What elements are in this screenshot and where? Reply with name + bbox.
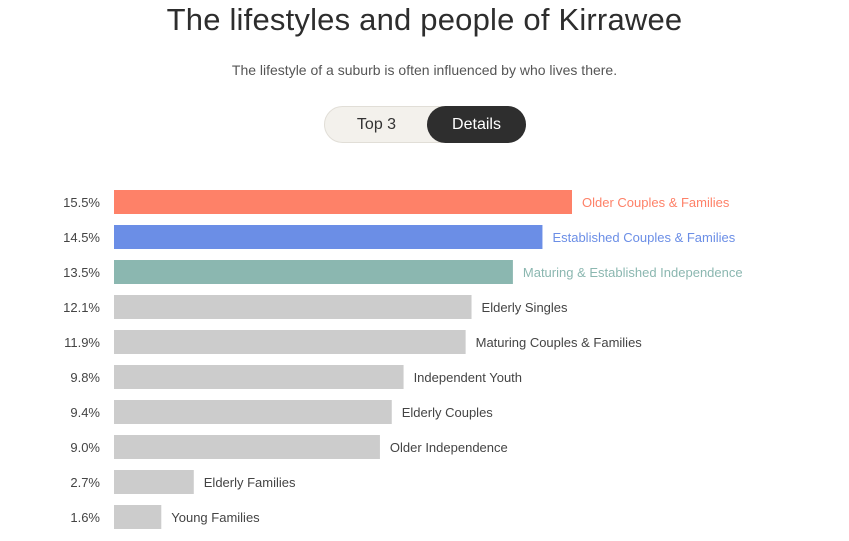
bar[interactable]	[114, 330, 466, 354]
value-label: 1.6%	[70, 510, 100, 525]
category-label: Older Couples & Families	[582, 195, 730, 210]
bar[interactable]	[114, 190, 572, 214]
category-label: Independent Youth	[414, 370, 522, 385]
value-label: 9.4%	[70, 405, 100, 420]
category-label: Maturing Couples & Families	[476, 335, 643, 350]
category-label: Young Families	[171, 510, 260, 525]
category-label: Older Independence	[390, 440, 508, 455]
category-label: Elderly Couples	[402, 405, 494, 420]
category-label: Maturing & Established Independence	[523, 265, 743, 280]
bar[interactable]	[114, 505, 162, 529]
bar[interactable]	[114, 435, 380, 459]
bar[interactable]	[114, 260, 513, 284]
bar[interactable]	[114, 470, 194, 494]
page-subtitle: The lifestyle of a suburb is often influ…	[231, 62, 618, 78]
value-label: 15.5%	[63, 195, 100, 210]
value-label: 13.5%	[63, 265, 100, 280]
value-label: 12.1%	[63, 300, 100, 315]
bar[interactable]	[114, 295, 472, 319]
toggle-details-button[interactable]: Details	[427, 106, 526, 143]
toggle-top3-button[interactable]: Top 3	[356, 116, 397, 133]
value-label: 11.9%	[64, 335, 100, 350]
category-label: Elderly Singles	[482, 300, 568, 315]
category-label: Elderly Families	[204, 475, 296, 490]
value-label: 9.0%	[70, 440, 100, 455]
value-label: 2.7%	[70, 475, 100, 490]
bar[interactable]	[114, 365, 404, 389]
value-label: 9.8%	[70, 370, 100, 385]
value-label: 14.5%	[63, 230, 100, 245]
view-toggle: Top 3 Details	[324, 106, 526, 143]
bar[interactable]	[114, 400, 392, 424]
bar[interactable]	[114, 225, 543, 249]
category-label: Established Couples & Families	[552, 230, 735, 245]
page-title: The lifestyles and people of Kirrawee	[166, 2, 683, 37]
